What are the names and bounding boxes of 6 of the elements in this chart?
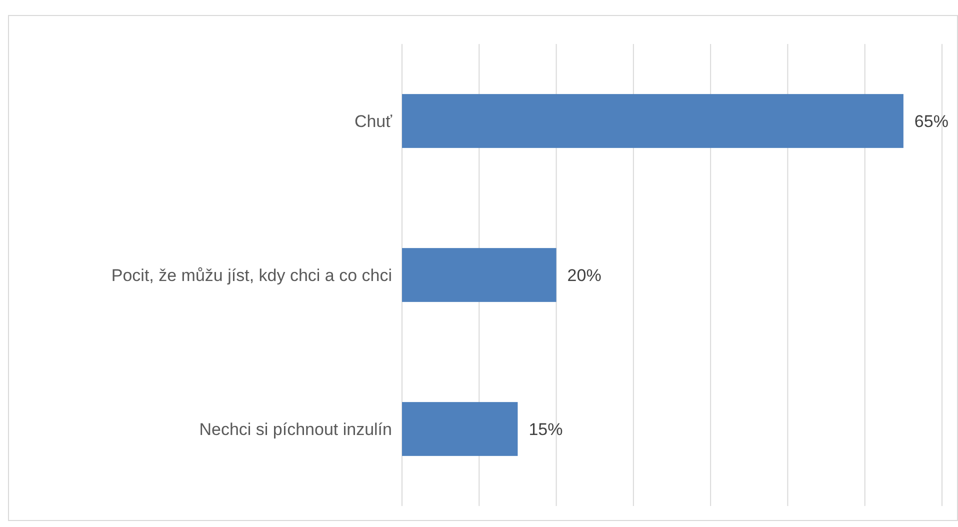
y-tick-label: Nechci si píchnout inzulín bbox=[199, 420, 392, 439]
data-label: 65% bbox=[914, 112, 948, 131]
y-tick-label: Chuť bbox=[354, 112, 393, 131]
data-label: 20% bbox=[567, 266, 602, 285]
data-label: 15% bbox=[528, 420, 563, 439]
y-tick-label: Pocit, že můžu jíst, kdy chci a co chci bbox=[111, 266, 392, 285]
